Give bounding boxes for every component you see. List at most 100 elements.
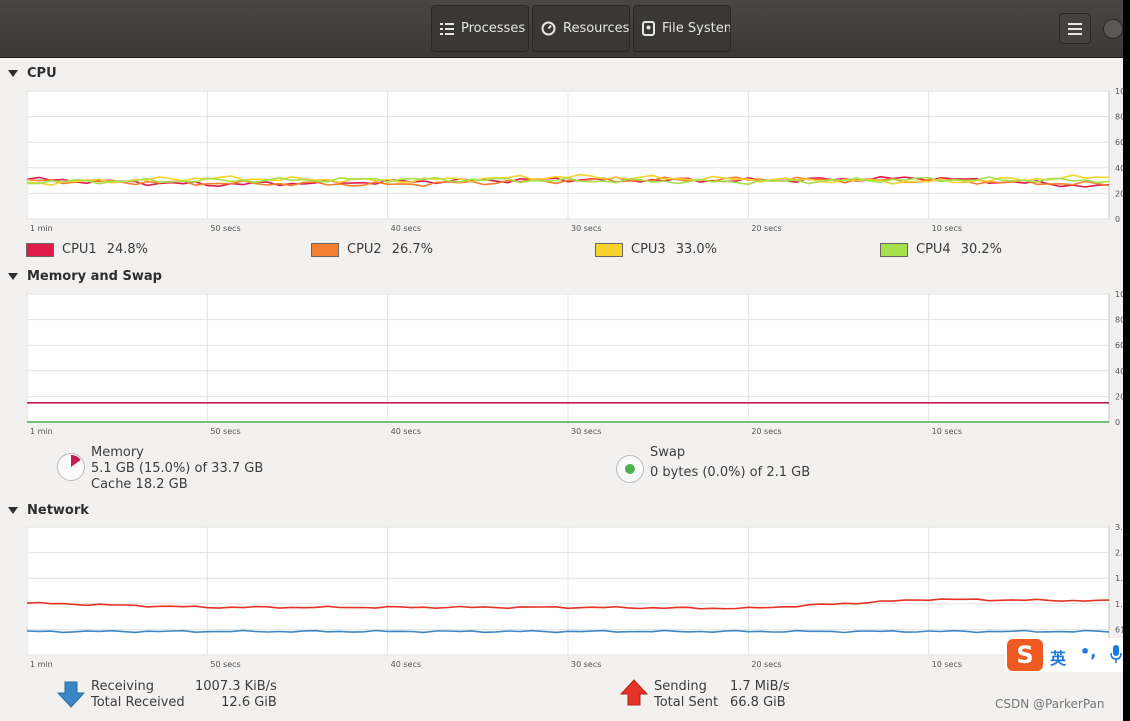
sending-info: Sending 1.7 MiB/s Total Sent 66.8 GiB xyxy=(654,679,790,711)
cpu4-color-swatch[interactable] xyxy=(880,242,908,257)
series-line-cpu4 xyxy=(26,176,1110,186)
x-tick-label: 40 secs xyxy=(391,427,421,436)
total-sent-label: Total Sent xyxy=(654,695,719,710)
y-tick-label: 0 % xyxy=(1115,418,1130,427)
y-tick-label: 40 xyxy=(1115,164,1125,173)
cpu2-legend[interactable]: CPU2 26.7% xyxy=(311,242,433,257)
hamburger-icon xyxy=(1068,22,1082,35)
total-sent-value: 66.8 GiB xyxy=(730,695,786,710)
series-line-cpu2 xyxy=(26,176,1110,188)
cpu1-color-swatch[interactable] xyxy=(26,242,54,257)
y-tick-label: 80 xyxy=(1115,113,1125,122)
x-tick-label: 1 min xyxy=(30,427,53,436)
x-tick-label: 50 secs xyxy=(210,427,240,436)
ime-logo-icon[interactable]: S xyxy=(1007,639,1043,671)
y-tick-label: 2.4 xyxy=(1115,549,1128,558)
expander-arrow-icon xyxy=(8,273,18,280)
tab-file-systems[interactable]: File Systems xyxy=(633,5,731,52)
x-tick-label: 40 secs xyxy=(391,224,421,233)
tab-label: File Systems xyxy=(662,21,730,36)
tab-label: Processes xyxy=(461,21,526,36)
list-icon xyxy=(440,22,454,35)
cpu-name: CPU3 xyxy=(631,242,666,257)
series-line-cpu1 xyxy=(26,175,1110,188)
download-arrow-icon[interactable] xyxy=(57,680,85,708)
screen-edge xyxy=(1123,0,1130,721)
x-tick-label: 20 secs xyxy=(751,224,781,233)
x-tick-label: 40 secs xyxy=(391,660,421,669)
memory-info: Memory 5.1 GB (15.0%) of 33.7 GB Cache 1… xyxy=(91,445,263,493)
memory-pie-icon[interactable] xyxy=(57,453,85,481)
ime-punctuation-toggle[interactable]: •, xyxy=(1080,642,1097,661)
total-received-label: Total Received xyxy=(91,695,185,710)
receiving-info: Receiving 1007.3 KiB/s Total Received 12… xyxy=(91,679,277,711)
y-tick-label: 80 xyxy=(1115,316,1125,325)
cpu-name: CPU1 xyxy=(62,242,97,257)
sending-value: 1.7 MiB/s xyxy=(730,679,790,694)
tab-resources[interactable]: Resources xyxy=(532,5,630,52)
sending-label: Sending xyxy=(654,679,707,694)
x-tick-label: 1 min xyxy=(30,660,53,669)
section-cpu-header[interactable]: CPU xyxy=(8,66,57,81)
cpu1-legend[interactable]: CPU1 24.8% xyxy=(26,242,148,257)
y-tick-label: 1.2 xyxy=(1115,600,1128,609)
series-line-receiving xyxy=(26,629,1110,634)
expander-arrow-icon xyxy=(8,507,18,514)
swap-pie-icon[interactable] xyxy=(616,455,644,483)
x-tick-label: 20 secs xyxy=(751,427,781,436)
x-tick-label: 50 secs xyxy=(210,224,240,233)
upload-arrow-icon[interactable] xyxy=(620,679,648,707)
y-tick-label: 610 xyxy=(1115,625,1130,634)
y-tick-label: 100 xyxy=(1115,88,1130,96)
cpu4-legend[interactable]: CPU4 30.2% xyxy=(880,242,1002,257)
menu-button[interactable] xyxy=(1059,13,1091,44)
section-title: Network xyxy=(27,503,89,518)
memory-label: Memory xyxy=(91,445,144,460)
microphone-icon[interactable] xyxy=(1110,645,1122,663)
cpu-name: CPU2 xyxy=(347,242,382,257)
receiving-label: Receiving xyxy=(91,679,155,694)
cpu-percent: 26.7% xyxy=(391,242,434,257)
gauge-icon xyxy=(541,21,556,36)
swap-label: Swap xyxy=(650,445,686,460)
x-tick-label: 1 min xyxy=(30,224,53,233)
x-tick-label: 30 secs xyxy=(571,427,601,436)
disk-icon xyxy=(642,21,655,36)
cpu-history-graph: 100 80 60 40 20 0 % 1 min 50 secs 40 secs 30 secs… xyxy=(26,88,1130,233)
memory-usage: 5.1 GB (15.0%) of 33.7 GB xyxy=(91,461,264,476)
memory-history-graph: 100 80 60 40 20 0 % 1 min 50 secs 40 secs 30 secs… xyxy=(26,291,1130,436)
x-tick-label: 20 secs xyxy=(751,660,781,669)
section-title: CPU xyxy=(27,66,57,81)
section-memory-header[interactable]: Memory and Swap xyxy=(8,269,162,284)
cpu-percent: 30.2% xyxy=(960,242,1003,257)
swap-info: Swap 0 bytes (0.0%) of 2.1 GB xyxy=(650,445,810,484)
cpu2-color-swatch[interactable] xyxy=(311,242,339,257)
cpu3-legend[interactable]: CPU3 33.0% xyxy=(595,242,717,257)
swap-pie-chart xyxy=(625,464,635,474)
y-tick-label: 100 xyxy=(1115,291,1130,299)
ime-language-toggle[interactable]: 英 xyxy=(1050,649,1067,668)
x-tick-label: 10 secs xyxy=(932,224,962,233)
y-tick-label: 60 xyxy=(1115,341,1125,350)
series-line-sending xyxy=(26,598,1110,610)
total-received-value: 12.6 GiB xyxy=(221,695,277,710)
y-tick-label: 60 xyxy=(1115,138,1125,147)
x-tick-label: 30 secs xyxy=(571,224,601,233)
header-bar: Processes Resources File Systems xyxy=(0,0,1130,58)
x-tick-label: 50 secs xyxy=(210,660,240,669)
y-tick-label: 40 xyxy=(1115,367,1125,376)
tab-label: Resources xyxy=(563,21,630,36)
cpu-percent: 33.0% xyxy=(675,242,718,257)
watermark: CSDN @ParkerPan xyxy=(995,697,1105,711)
expander-arrow-icon xyxy=(8,70,18,77)
cpu-name: CPU4 xyxy=(916,242,951,257)
section-network-header[interactable]: Network xyxy=(8,503,89,518)
cpu3-color-swatch[interactable] xyxy=(595,242,623,257)
y-tick-label: 3.0 xyxy=(1115,524,1128,532)
tab-processes[interactable]: Processes xyxy=(431,5,529,52)
window-control-button[interactable] xyxy=(1103,19,1123,39)
x-tick-label: 10 secs xyxy=(932,660,962,669)
section-title: Memory and Swap xyxy=(27,269,162,284)
swap-usage: 0 bytes (0.0%) of 2.1 GB xyxy=(650,465,811,480)
network-history-graph: 3.0 2.4 1.8 1.2 610 1 min 50 secs 40 secs 30 sec… xyxy=(26,524,1130,669)
